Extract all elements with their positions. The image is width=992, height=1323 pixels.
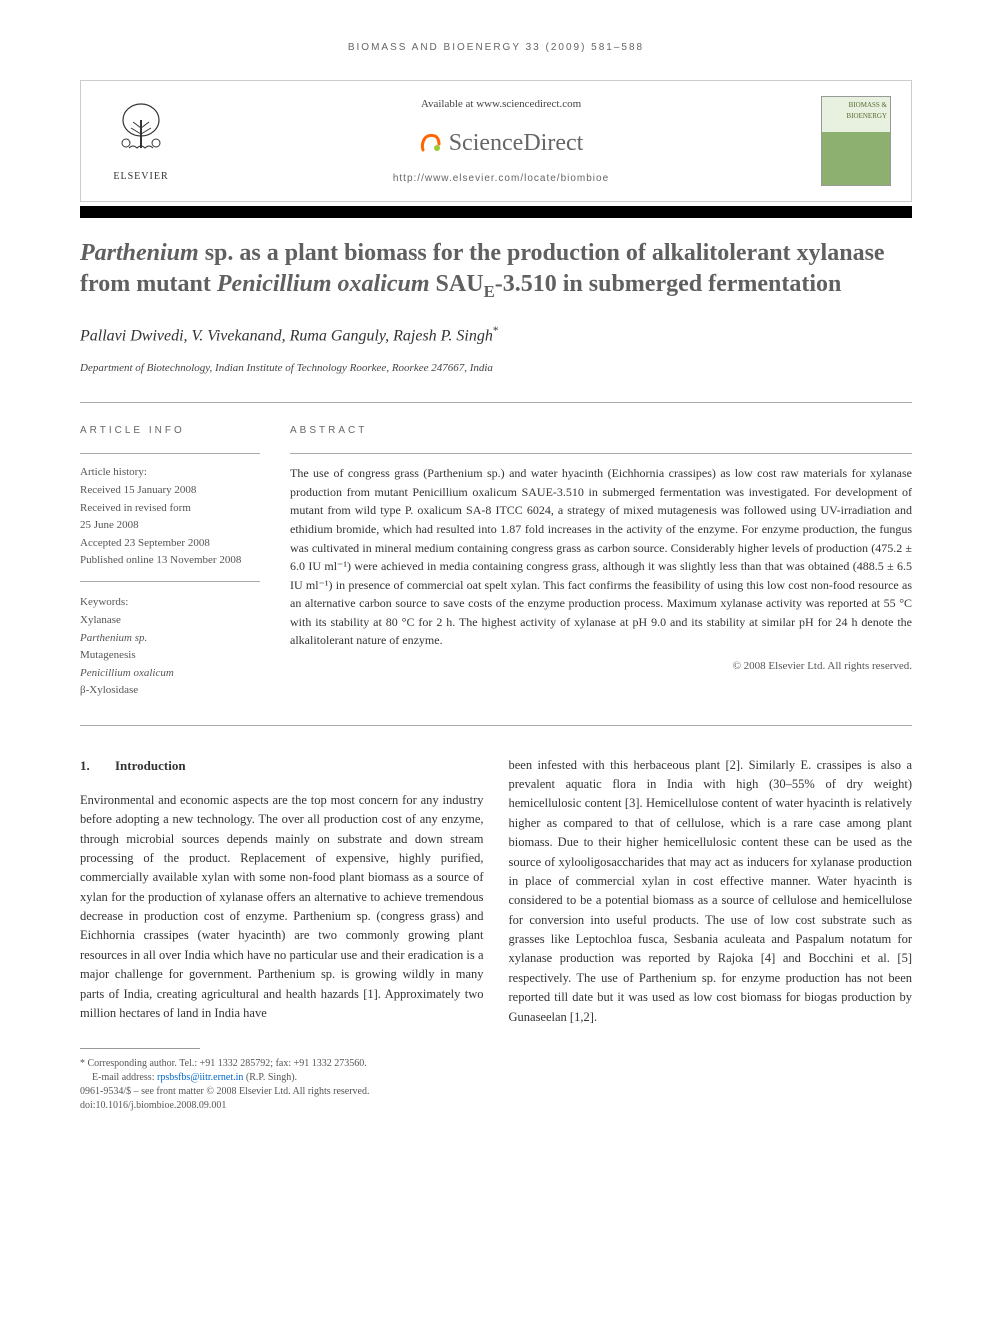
email-link[interactable]: rpsbsfbs@iitr.ernet.in — [157, 1072, 243, 1083]
history-label: Article history: — [80, 464, 260, 481]
history-received: Received 15 January 2008 — [80, 482, 260, 499]
section-number: 1. — [80, 756, 115, 776]
section-title: Introduction — [115, 758, 186, 773]
footnote-separator — [80, 1048, 200, 1049]
keywords-label: Keywords: — [80, 594, 260, 611]
abstract-divider — [290, 453, 912, 454]
doi-line: doi:10.1016/j.biombioe.2008.09.001 — [80, 1099, 484, 1113]
running-header: BIOMASS AND BIOENERGY 33 (2009) 581–588 — [80, 40, 912, 55]
article-info-panel: ARTICLE INFO Article history: Received 1… — [80, 423, 260, 700]
left-column-text: Environmental and economic aspects are t… — [80, 791, 484, 1024]
abstract-body: The use of congress grass (Parthenium sp… — [290, 464, 912, 650]
title-genus-2: Penicillium oxalicum — [217, 271, 430, 297]
keyword-5: β-Xylosidase — [80, 682, 260, 699]
keyword-2: Parthenium sp. — [80, 630, 260, 647]
keywords-section: Keywords: Xylanase Parthenium sp. Mutage… — [80, 594, 260, 699]
article-info-heading: ARTICLE INFO — [80, 423, 260, 438]
elsevier-tree-icon — [111, 98, 171, 158]
abstract-heading: ABSTRACT — [290, 423, 912, 439]
keywords-divider — [80, 581, 260, 582]
metadata-section: ARTICLE INFO Article history: Received 1… — [80, 403, 912, 725]
title-subscript: E — [484, 282, 495, 301]
title-text-3: -3.510 in submerged fermentation — [495, 271, 842, 297]
corresponding-author: * Corresponding author. Tel.: +91 1332 2… — [80, 1057, 484, 1071]
footnote-block: * Corresponding author. Tel.: +91 1332 2… — [80, 1057, 484, 1113]
elsevier-name: ELSEVIER — [101, 169, 181, 184]
sciencedirect-logo: ScienceDirect — [181, 125, 821, 161]
sd-swoosh-icon — [419, 132, 443, 156]
elsevier-logo: ELSEVIER — [101, 98, 181, 184]
title-text-2: SAU — [430, 271, 484, 297]
title-genus-1: Parthenium — [80, 240, 199, 266]
article-title: Parthenium sp. as a plant biomass for th… — [80, 238, 912, 303]
keyword-1: Xylanase — [80, 612, 260, 629]
main-content: 1.Introduction Environmental and economi… — [80, 726, 912, 1114]
journal-cover-thumbnail: BIOMASS & BIOENERGY — [821, 96, 891, 186]
journal-header-box: ELSEVIER Available at www.sciencedirect.… — [80, 80, 912, 202]
info-divider — [80, 453, 260, 454]
history-accepted: Accepted 23 September 2008 — [80, 535, 260, 552]
corresponding-marker: * — [493, 325, 499, 337]
email-person: (R.P. Singh). — [246, 1072, 297, 1083]
right-column: been infested with this herbaceous plant… — [509, 756, 913, 1114]
author-names: Pallavi Dwivedi, V. Vivekanand, Ruma Gan… — [80, 327, 493, 344]
abstract-panel: ABSTRACT The use of congress grass (Part… — [290, 423, 912, 700]
section-1-heading: 1.Introduction — [80, 756, 484, 776]
history-revised-date: 25 June 2008 — [80, 517, 260, 534]
journal-homepage-url[interactable]: http://www.elsevier.com/locate/biombioe — [181, 171, 821, 186]
abstract-copyright: © 2008 Elsevier Ltd. All rights reserved… — [290, 658, 912, 675]
keyword-3: Mutagenesis — [80, 647, 260, 664]
history-revised-label: Received in revised form — [80, 500, 260, 517]
available-at-text: Available at www.sciencedirect.com — [181, 96, 821, 113]
right-column-text: been infested with this herbaceous plant… — [509, 756, 913, 1027]
author-list: Pallavi Dwivedi, V. Vivekanand, Ruma Gan… — [80, 323, 912, 348]
history-published: Published online 13 November 2008 — [80, 552, 260, 569]
email-label: E-mail address: — [92, 1072, 154, 1083]
left-column: 1.Introduction Environmental and economi… — [80, 756, 484, 1114]
divider-bar — [80, 206, 912, 218]
email-line: E-mail address: rpsbsfbs@iitr.ernet.in (… — [92, 1071, 484, 1085]
keyword-4: Penicillium oxalicum — [80, 665, 260, 682]
sd-brand-text: ScienceDirect — [449, 130, 584, 156]
issn-line: 0961-9534/$ – see front matter © 2008 El… — [80, 1085, 484, 1099]
affiliation: Department of Biotechnology, Indian Inst… — [80, 360, 912, 377]
